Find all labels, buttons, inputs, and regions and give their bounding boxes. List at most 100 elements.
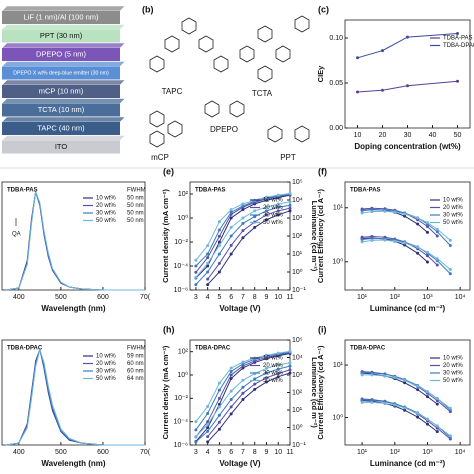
legend-label: 10 wt% xyxy=(263,356,283,362)
legend-label: 30 wt% xyxy=(443,213,463,219)
x-tick-label: 11 xyxy=(286,449,293,456)
marker xyxy=(288,349,292,353)
layer-label: ITO xyxy=(55,142,68,151)
marker xyxy=(403,212,407,216)
marker xyxy=(416,411,420,415)
marker xyxy=(229,252,233,256)
marker xyxy=(206,412,210,416)
marker xyxy=(360,211,364,215)
series-line xyxy=(207,369,291,437)
marker xyxy=(425,221,429,225)
y-axis-label: CIEy xyxy=(316,65,325,83)
marker xyxy=(206,261,210,265)
marker xyxy=(288,200,292,204)
marker xyxy=(425,224,429,228)
marker xyxy=(448,244,452,248)
marker xyxy=(383,374,387,378)
panel-note: TDBA-DPAC xyxy=(7,346,43,352)
marker xyxy=(229,366,233,370)
marker xyxy=(403,406,407,410)
layer xyxy=(2,66,120,80)
marker xyxy=(360,400,364,404)
marker xyxy=(435,234,439,238)
y-tick-label: 10⁻⁴ xyxy=(174,419,189,426)
layer xyxy=(2,85,120,98)
marker xyxy=(425,250,429,254)
marker xyxy=(217,240,221,244)
marker xyxy=(393,239,397,243)
marker xyxy=(253,377,257,381)
marker xyxy=(276,213,280,217)
marker xyxy=(276,375,280,379)
plot-frame xyxy=(1,181,146,291)
marker xyxy=(276,351,280,355)
y-tick-label: 10⁰ xyxy=(332,413,343,421)
legend-label: 10 wt% xyxy=(96,196,116,202)
marker xyxy=(416,384,420,388)
layer-label: TCTA (10 nm) xyxy=(38,105,85,114)
marker xyxy=(276,367,280,371)
legend-heading: FWHM xyxy=(127,346,146,352)
marker xyxy=(241,221,245,225)
marker xyxy=(360,240,364,244)
molecule-name: TCTA xyxy=(252,89,273,98)
molecule-name: mCP xyxy=(151,153,169,162)
y2-tick-label: 10³ xyxy=(292,372,303,379)
marker xyxy=(416,222,420,226)
marker xyxy=(435,430,439,434)
y2-tick-label: 10⁰ xyxy=(292,423,303,431)
x-tick-label: 9 xyxy=(265,294,269,301)
marker xyxy=(356,56,359,60)
marker xyxy=(360,238,364,242)
marker xyxy=(229,234,233,238)
marker xyxy=(253,209,257,213)
marker xyxy=(206,244,210,248)
legend-label: 20 wt% xyxy=(96,203,116,209)
marker xyxy=(406,35,409,39)
molecule-structures xyxy=(149,15,310,148)
marker xyxy=(241,391,245,395)
layer xyxy=(2,140,120,154)
marker xyxy=(425,260,429,264)
layer-label: TAPC (40 nm) xyxy=(37,123,85,132)
panel-label: (e) xyxy=(163,166,174,176)
marker xyxy=(288,203,292,207)
panel-note: TDBA-PAS xyxy=(350,188,381,194)
marker xyxy=(194,275,198,279)
layer-label: DPEPO X wt% deep-blue emitter (30 nm) xyxy=(13,70,109,76)
marker xyxy=(229,210,233,214)
marker xyxy=(383,209,387,213)
marker xyxy=(360,235,364,239)
chart: (e) 3 4 5 6 7 8 9 10 11 10⁻⁶ 10⁻⁴ 10⁻² 10⁰ 10² 10⁻¹ 10⁰ 1… xyxy=(161,166,319,313)
x-tick-label: 4 xyxy=(206,449,210,456)
marker xyxy=(264,380,268,384)
x-tick-label: 400 xyxy=(13,294,25,301)
y-tick-label: 0.05 xyxy=(329,80,343,87)
panel-note: TDBA-PAS xyxy=(7,188,38,194)
x-tick-label: 8 xyxy=(253,449,257,456)
series-line xyxy=(6,347,145,446)
layer-label: DPEPO (5 nm) xyxy=(36,49,87,58)
marker xyxy=(229,225,233,229)
marker xyxy=(217,420,221,424)
y-tick-label: 10⁰ xyxy=(177,371,188,379)
marker xyxy=(403,381,407,385)
y2-tick-label: 10⁵ xyxy=(292,179,303,186)
series-line xyxy=(362,372,438,405)
series-line xyxy=(362,235,438,266)
marker xyxy=(456,32,459,35)
x-axis-label: Luminance (cd m⁻²) xyxy=(370,459,446,468)
marker xyxy=(241,229,245,233)
marker xyxy=(435,424,439,428)
y-tick-label: 10¹ xyxy=(333,362,344,369)
panel-label: (f) xyxy=(318,166,327,176)
marker xyxy=(288,206,292,210)
legend-label: 30 wt% xyxy=(96,369,116,375)
marker xyxy=(194,435,198,439)
chart: (c) 10 20 30 40 50 0.00 0.05 0.10 Doping concentr… xyxy=(316,4,474,151)
layer-label: PPT (30 nm) xyxy=(40,31,83,40)
layer xyxy=(2,48,120,61)
marker xyxy=(448,434,452,438)
legend-fwhm: 50 nm xyxy=(127,218,144,224)
marker xyxy=(229,389,233,393)
